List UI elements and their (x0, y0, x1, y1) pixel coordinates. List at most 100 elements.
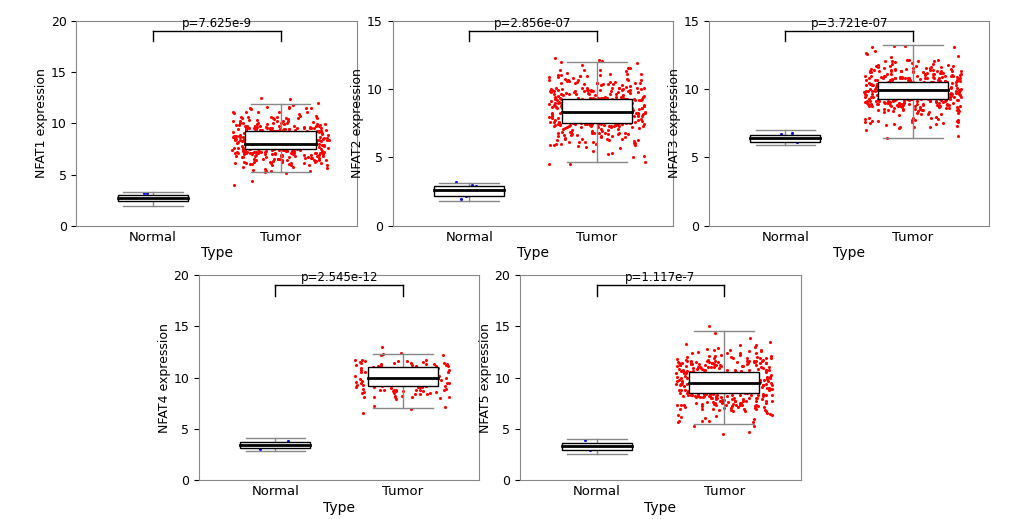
Point (561, 160, 578, 168)
Point (286, 149, 303, 157)
Point (857, 91, 873, 100)
Point (301, 131, 317, 139)
Point (235, 137, 252, 145)
Point (447, 178, 464, 186)
Point (896, 42, 912, 50)
Point (285, 147, 302, 155)
Point (589, 122, 605, 131)
Point (575, 102, 591, 111)
Point (904, 114, 920, 122)
Point (311, 140, 327, 148)
Point (881, 98, 898, 106)
Point (364, 368, 380, 377)
Point (693, 370, 709, 378)
Point (857, 87, 873, 95)
Point (288, 131, 305, 139)
Point (233, 153, 250, 161)
Point (436, 359, 452, 367)
Point (404, 368, 420, 377)
Point (758, 376, 774, 385)
Point (319, 161, 335, 169)
Point (728, 371, 744, 379)
Point (251, 135, 267, 143)
Point (914, 105, 930, 114)
Point (869, 94, 886, 103)
Point (262, 138, 278, 146)
Point (890, 102, 906, 111)
Point (263, 161, 279, 170)
Point (679, 391, 695, 399)
Point (242, 145, 258, 153)
Point (764, 137, 781, 145)
Point (917, 80, 933, 89)
Point (671, 381, 687, 390)
Point (745, 383, 761, 391)
Point (859, 100, 875, 108)
Point (711, 361, 728, 370)
Point (903, 85, 919, 93)
Point (906, 102, 922, 111)
Point (603, 95, 620, 103)
Point (868, 80, 884, 89)
Point (745, 357, 761, 365)
Point (277, 129, 293, 137)
Point (246, 124, 262, 132)
Point (417, 380, 433, 388)
Point (610, 129, 627, 137)
Point (268, 143, 284, 151)
Point (941, 89, 957, 98)
Point (237, 131, 254, 140)
Point (592, 107, 608, 116)
Point (636, 101, 652, 109)
Point (692, 373, 708, 381)
Point (704, 359, 720, 367)
Point (876, 81, 893, 89)
Point (733, 383, 749, 391)
Point (603, 149, 620, 157)
Point (549, 120, 566, 128)
Point (570, 104, 586, 113)
Point (707, 395, 723, 403)
Point (624, 105, 640, 114)
Point (763, 385, 780, 393)
Point (861, 67, 877, 76)
Point (551, 65, 568, 74)
Point (314, 147, 330, 156)
Point (549, 129, 566, 137)
Point (747, 357, 763, 365)
Point (927, 113, 944, 121)
Point (719, 378, 736, 387)
Point (389, 373, 406, 381)
Point (746, 372, 762, 380)
Bar (561, 99, 631, 124)
Point (573, 122, 589, 131)
Point (703, 380, 719, 389)
Point (917, 74, 933, 82)
Point (311, 127, 327, 135)
Point (244, 150, 260, 158)
Point (747, 361, 763, 369)
Point (950, 86, 966, 94)
Point (384, 387, 400, 395)
Point (602, 104, 619, 112)
Point (731, 350, 747, 359)
Point (908, 97, 924, 105)
Point (901, 78, 917, 86)
Point (257, 147, 273, 156)
Point (388, 394, 405, 403)
Point (244, 177, 260, 185)
Point (577, 138, 593, 146)
Point (299, 108, 315, 116)
Point (235, 144, 252, 152)
Point (238, 141, 255, 149)
Point (376, 379, 392, 388)
Point (562, 112, 579, 120)
Point (710, 376, 727, 385)
Point (615, 133, 632, 142)
Point (601, 112, 618, 120)
Point (710, 374, 727, 382)
Point (312, 127, 328, 135)
Point (738, 354, 754, 362)
Point (733, 368, 749, 377)
Point (668, 373, 685, 381)
